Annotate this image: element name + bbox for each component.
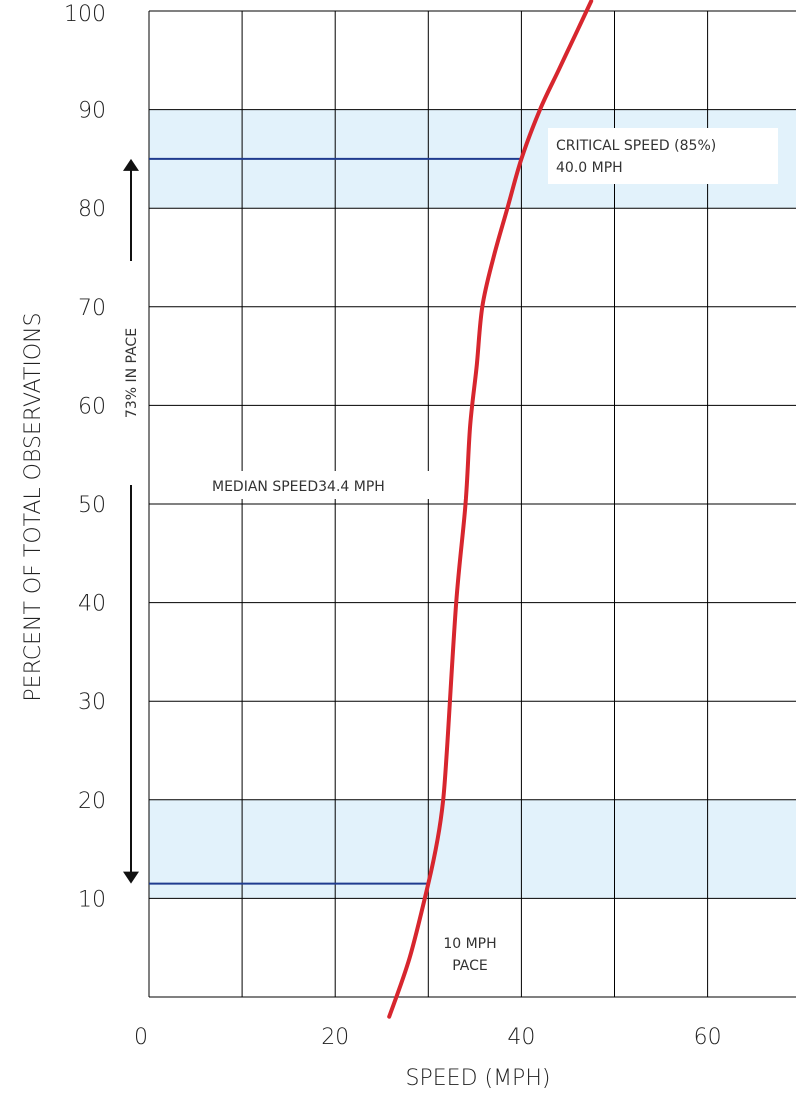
median-speed-label-bg (202, 471, 464, 499)
y-axis-title: PERCENT OF TOTAL OBSERVATIONS (21, 312, 46, 701)
median-speed-annotation: MEDIAN SPEED34.4 MPH (202, 471, 464, 499)
pace-arrow: 73% IN PACE (123, 158, 140, 884)
tick-labels: 0 20 40 60 10 20 30 40 50 60 70 80 90 100 (64, 2, 722, 1050)
x-tick-label-0: 0 (134, 1025, 148, 1050)
pace-arrowhead-bottom (123, 871, 139, 884)
critical-speed-label-bg (548, 128, 778, 184)
x-tick-label-40: 40 (507, 1025, 535, 1050)
shaded-band-0 (149, 799, 796, 899)
pace-arrowhead-top (123, 158, 139, 171)
pace-label-line1: 10 MPH (443, 936, 496, 952)
series-layer (387, 0, 594, 1019)
pace-annotation: 10 MPH PACE (443, 936, 496, 974)
y-tick-label-60: 60 (78, 394, 106, 419)
x-tick-label-20: 20 (321, 1025, 349, 1050)
critical-speed-annotation: CRITICAL SPEED (85%) 40.0 MPH (548, 128, 778, 184)
y-tick-label-40: 40 (78, 592, 106, 617)
median-speed-label: MEDIAN SPEED34.4 MPH (212, 479, 385, 495)
reference-lines (149, 157, 522, 885)
y-tick-label-20: 20 (78, 789, 106, 814)
critical-speed-label-line2: 40.0 MPH (556, 160, 623, 176)
series-curve (387, 0, 594, 1019)
y-tick-label-80: 80 (78, 197, 106, 222)
pace-arrow-label: 73% IN PACE (124, 328, 140, 418)
y-tick-label-90: 90 (78, 99, 106, 124)
pace-label-line2: PACE (452, 958, 488, 974)
y-tick-label-10: 10 (78, 887, 106, 912)
y-tick-label-70: 70 (78, 296, 106, 321)
x-tick-label-60: 60 (694, 1025, 722, 1050)
y-tick-label-100: 100 (64, 2, 106, 27)
critical-speed-label-line1: CRITICAL SPEED (85%) (556, 138, 716, 154)
y-tick-label-30: 30 (78, 690, 106, 715)
y-tick-label-50: 50 (78, 493, 106, 518)
x-axis-title: SPEED (MPH) (406, 1066, 551, 1091)
